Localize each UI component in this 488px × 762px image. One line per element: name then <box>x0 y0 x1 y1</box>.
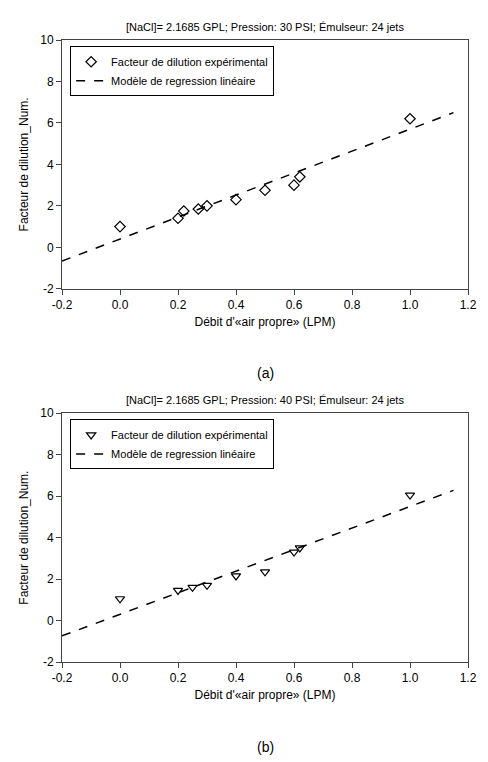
svg-text:10: 10 <box>40 33 54 47</box>
svg-text:0.6: 0.6 <box>286 671 303 685</box>
svg-text:Facteur de dilution_Num.: Facteur de dilution_Num. <box>17 471 31 605</box>
svg-text:0.4: 0.4 <box>228 671 245 685</box>
svg-text:Débit d'«air propre» (LPM): Débit d'«air propre» (LPM) <box>194 315 335 329</box>
svg-text:0.2: 0.2 <box>170 298 187 312</box>
svg-text:1.2: 1.2 <box>460 671 477 685</box>
svg-text:0.2: 0.2 <box>170 671 187 685</box>
svg-text:-0.2: -0.2 <box>52 298 73 312</box>
svg-text:0.0: 0.0 <box>112 298 129 312</box>
svg-text:Facteur de dilution expériment: Facteur de dilution expérimental <box>111 56 268 68</box>
svg-text:Facteur de dilution expériment: Facteur de dilution expérimental <box>111 429 268 441</box>
svg-text:1.2: 1.2 <box>460 298 477 312</box>
svg-text:2: 2 <box>47 572 54 586</box>
svg-text:0: 0 <box>47 241 54 255</box>
svg-text:(a): (a) <box>257 365 274 381</box>
svg-text:6: 6 <box>47 489 54 503</box>
svg-text:8: 8 <box>47 75 54 89</box>
svg-text:[NaCl]= 2.1685 GPL; Pression:: [NaCl]= 2.1685 GPL; Pression: 30 PSI; Ém… <box>126 21 404 33</box>
svg-text:10: 10 <box>40 406 54 420</box>
svg-text:4: 4 <box>47 531 54 545</box>
svg-text:Modèle de regression linéaire: Modèle de regression linéaire <box>111 75 255 87</box>
svg-text:-2: -2 <box>43 655 54 669</box>
svg-text:[NaCl]= 2.1685 GPL; Pression:: [NaCl]= 2.1685 GPL; Pression: 40 PSI; Ém… <box>126 394 404 406</box>
svg-text:0.8: 0.8 <box>344 671 361 685</box>
svg-text:-2: -2 <box>43 282 54 296</box>
svg-text:1.0: 1.0 <box>402 671 419 685</box>
svg-text:6: 6 <box>47 116 54 130</box>
svg-text:0.0: 0.0 <box>112 671 129 685</box>
svg-text:Facteur de dilution_Num.: Facteur de dilution_Num. <box>17 97 31 231</box>
svg-text:0.6: 0.6 <box>286 298 303 312</box>
svg-text:0.4: 0.4 <box>228 298 245 312</box>
svg-text:-0.2: -0.2 <box>52 671 73 685</box>
svg-text:Débit d'«air propre» (LPM): Débit d'«air propre» (LPM) <box>194 688 335 702</box>
svg-text:Modèle de regression linéaire: Modèle de regression linéaire <box>111 448 255 460</box>
svg-text:1.0: 1.0 <box>402 298 419 312</box>
svg-text:8: 8 <box>47 448 54 462</box>
svg-text:4: 4 <box>47 158 54 172</box>
svg-text:2: 2 <box>47 199 54 213</box>
svg-text:0: 0 <box>47 614 54 628</box>
svg-text:(b): (b) <box>257 739 274 755</box>
svg-text:0.8: 0.8 <box>344 298 361 312</box>
